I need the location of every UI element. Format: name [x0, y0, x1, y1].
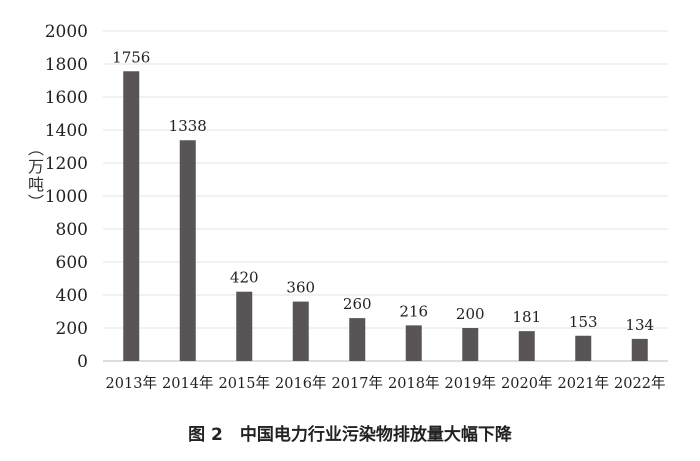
- y-tick-label: 200: [56, 319, 88, 339]
- bar: [462, 328, 479, 361]
- data-label: 360: [286, 279, 315, 297]
- x-tick-label: 2015年: [219, 375, 270, 392]
- bar: [179, 140, 196, 361]
- y-tick-label: 800: [56, 220, 88, 240]
- bar: [349, 318, 366, 361]
- x-tick-label: 2020年: [501, 375, 552, 392]
- bar: [405, 325, 422, 361]
- bar: [236, 291, 253, 361]
- x-tick-label: 2016年: [275, 375, 326, 392]
- data-label: 181: [512, 308, 541, 326]
- x-tick-label: 2018年: [388, 375, 439, 392]
- bar: [575, 335, 592, 361]
- bar: [631, 338, 648, 361]
- y-tick-label: 0: [77, 352, 88, 372]
- bar: [292, 301, 309, 361]
- y-tick-label: 600: [56, 253, 88, 273]
- x-tick-label: 2021年: [558, 375, 609, 392]
- data-label: 260: [343, 295, 372, 313]
- x-tick-label: 2014年: [162, 375, 213, 392]
- y-tick-label: 1200: [45, 154, 88, 174]
- x-tick-label: 2022年: [614, 375, 665, 392]
- data-label: 200: [456, 305, 485, 323]
- data-label: 134: [625, 316, 654, 334]
- x-tick-label: 2017年: [332, 375, 383, 392]
- data-label: 420: [230, 269, 259, 287]
- data-label: 153: [569, 313, 598, 331]
- data-label: 1756: [112, 48, 150, 66]
- y-tick-label: 1400: [45, 121, 88, 141]
- data-label: 216: [399, 302, 428, 320]
- y-axis-label: （万吨）: [25, 140, 44, 212]
- y-tick-label: 400: [56, 286, 88, 306]
- x-tick-label: 2019年: [445, 375, 496, 392]
- x-tick-label: 2013年: [106, 375, 157, 392]
- y-tick-label: 1000: [45, 187, 88, 207]
- y-tick-label: 1800: [45, 55, 88, 75]
- y-tick-label: 2000: [45, 22, 88, 42]
- bar: [123, 71, 140, 361]
- figure-caption: 图 2 中国电力行业污染物排放量大幅下降: [188, 425, 512, 445]
- bar: [518, 331, 535, 361]
- data-label: 1338: [169, 117, 207, 135]
- y-tick-label: 1600: [45, 88, 88, 108]
